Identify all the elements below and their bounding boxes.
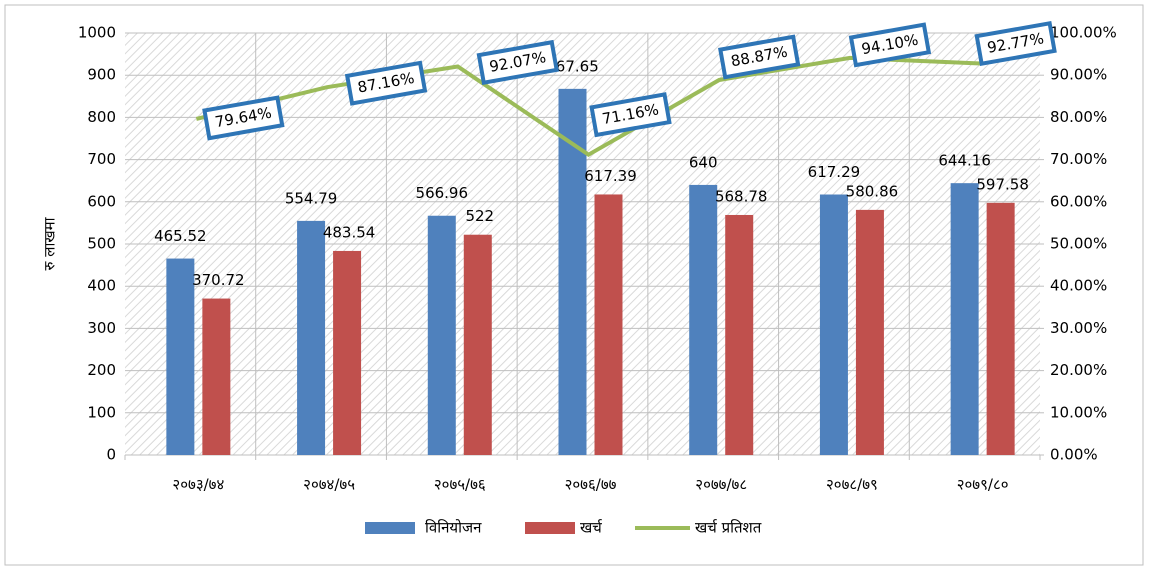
line-value-label: 71.16% bbox=[589, 92, 672, 138]
bar-value-label: 640 bbox=[689, 153, 718, 171]
bar-value-label: 554.79 bbox=[285, 189, 338, 207]
y-tick-label: 700 bbox=[87, 150, 116, 168]
bar bbox=[986, 202, 1015, 455]
label-box bbox=[202, 95, 285, 141]
bar-value-label: 597.58 bbox=[976, 175, 1029, 193]
bar bbox=[689, 184, 718, 456]
bar-value-label: 644.16 bbox=[938, 152, 991, 170]
y-axis-label: रु लाखमा bbox=[41, 216, 59, 270]
bar bbox=[297, 220, 326, 455]
y2-tick-label: 100.00% bbox=[1050, 24, 1117, 42]
y-tick-label: 500 bbox=[87, 235, 116, 253]
label-box bbox=[344, 60, 428, 106]
y2-tick-label: 80.00% bbox=[1050, 108, 1107, 126]
legend-label: खर्च प्रतिशत bbox=[695, 519, 762, 537]
bar bbox=[463, 234, 492, 455]
bar-value-label: 568.78 bbox=[715, 187, 768, 205]
bar bbox=[166, 258, 195, 455]
y-tick-label: 900 bbox=[87, 66, 116, 84]
bar-value-label: 566.96 bbox=[416, 184, 469, 202]
bar bbox=[725, 214, 754, 455]
bar-value-label: 617.29 bbox=[808, 163, 861, 181]
bar-value-label: 465.52 bbox=[154, 227, 207, 245]
y-tick-label: 600 bbox=[87, 192, 116, 210]
x-tick-label: २०७९/८० bbox=[957, 476, 1009, 494]
y2-tick-label: 90.00% bbox=[1050, 66, 1107, 84]
x-tick-label: २०७७/७८ bbox=[695, 476, 747, 494]
legend-label: खर्च bbox=[580, 519, 603, 537]
bar-value-label: 370.72 bbox=[192, 271, 245, 289]
y-tick-label: 400 bbox=[87, 277, 116, 295]
bar-value-label: 580.86 bbox=[846, 182, 899, 200]
legend-label: विनियोजन bbox=[425, 519, 482, 537]
y2-tick-label: 20.00% bbox=[1050, 361, 1107, 379]
line bbox=[195, 55, 981, 158]
y2-tick-label: 40.00% bbox=[1050, 277, 1107, 295]
x-tick-label: २०७४/७५ bbox=[303, 476, 355, 494]
bar-value-label: 617.39 bbox=[584, 167, 637, 185]
bar-value-label: 483.54 bbox=[323, 223, 376, 241]
y2-tick-label: 60.00% bbox=[1050, 192, 1107, 210]
y2-tick-label: 10.00% bbox=[1050, 403, 1107, 421]
x-tick-label: २०७५/७६ bbox=[434, 476, 486, 494]
y2-tick-label: 30.00% bbox=[1050, 319, 1107, 337]
line-value-label: 88.87% bbox=[718, 34, 801, 80]
label-box bbox=[589, 92, 672, 138]
y-tick-label: 300 bbox=[87, 319, 116, 337]
line-value-label: 79.64% bbox=[202, 95, 285, 141]
line-value-label: 92.07% bbox=[476, 39, 559, 85]
x-tick-label: २०७६/७७ bbox=[565, 476, 617, 494]
x-tick-label: २०७३/७४ bbox=[172, 476, 224, 494]
y2-tick-label: 0.00% bbox=[1050, 446, 1098, 464]
line-value-label: 92.77% bbox=[974, 20, 1057, 67]
y-tick-label: 800 bbox=[87, 108, 116, 126]
bar bbox=[333, 250, 362, 455]
y-tick-label: 1000 bbox=[78, 24, 116, 42]
label-box bbox=[848, 22, 932, 68]
bar bbox=[594, 194, 623, 455]
bar bbox=[950, 183, 979, 455]
y-tick-label: 100 bbox=[87, 403, 116, 421]
y2-tick-label: 50.00% bbox=[1050, 235, 1107, 253]
bar bbox=[855, 209, 884, 455]
bar bbox=[819, 194, 848, 456]
bar bbox=[202, 298, 231, 455]
bar-value-label: 522 bbox=[465, 207, 494, 225]
bar-value-label: 867.65 bbox=[546, 57, 599, 75]
legend-swatch bbox=[365, 522, 415, 534]
label-box bbox=[718, 34, 801, 80]
y-tick-label: 0 bbox=[106, 446, 116, 464]
bar bbox=[427, 215, 456, 455]
legend-swatch bbox=[525, 522, 575, 534]
label-box bbox=[476, 39, 559, 85]
line-value-label: 94.10% bbox=[848, 22, 932, 68]
line-value-label: 87.16% bbox=[344, 60, 428, 106]
label-box bbox=[974, 20, 1057, 67]
x-tick-label: २०७८/७९ bbox=[826, 476, 878, 494]
y-tick-label: 200 bbox=[87, 361, 116, 379]
y2-tick-label: 70.00% bbox=[1050, 150, 1107, 168]
